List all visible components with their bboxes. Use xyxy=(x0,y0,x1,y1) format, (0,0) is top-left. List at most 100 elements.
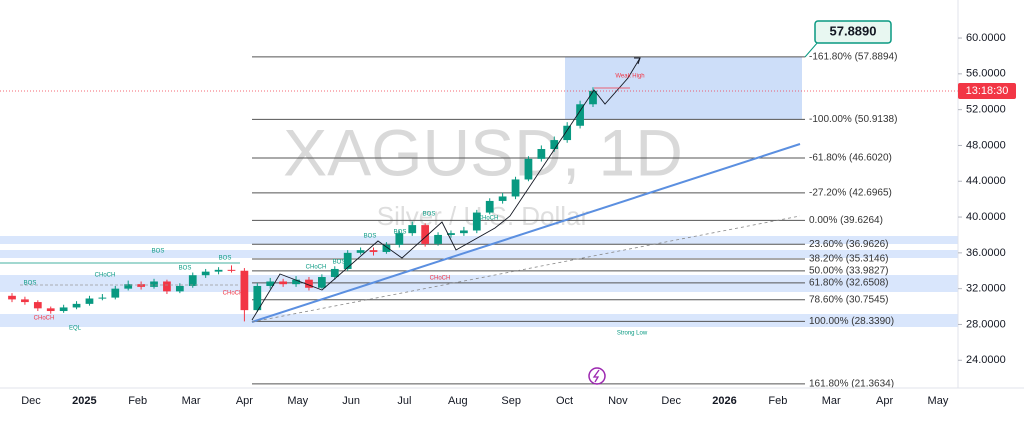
fib-label: 78.60% (30.7545) xyxy=(809,294,889,305)
event-icon-bolt xyxy=(592,369,600,383)
fib-label: 50.00% (33.9827) xyxy=(809,266,889,277)
candle-body xyxy=(163,281,171,292)
y-tick-label: 36.0000 xyxy=(966,247,1006,259)
annotation: CHoCH xyxy=(430,276,451,282)
x-tick-label: Dec xyxy=(661,395,681,407)
candle-body xyxy=(369,250,378,252)
candle-body xyxy=(460,230,468,234)
x-tick-label: Apr xyxy=(236,395,253,407)
fib-levels: -161.80% (57.8894) -100.00% (50.9138) -61.… xyxy=(252,52,897,389)
countdown-badge xyxy=(958,83,1016,99)
candle-body xyxy=(408,225,417,234)
candle-body xyxy=(537,149,546,159)
annotation: Strong Low xyxy=(617,331,648,337)
candle-body xyxy=(188,275,197,286)
fib-label: -100.00% (50.9138) xyxy=(809,114,897,125)
x-tick-label: Jul xyxy=(397,395,411,407)
candle-body xyxy=(343,252,352,269)
x-tick-label: Mar xyxy=(822,395,841,407)
candle-body xyxy=(214,269,223,272)
candle-body xyxy=(59,307,68,312)
x-tick-label: Feb xyxy=(128,395,147,407)
candle-body xyxy=(382,244,391,252)
candle-body xyxy=(240,270,249,311)
y-tick-label: 48.0000 xyxy=(966,139,1006,151)
candles xyxy=(8,87,597,322)
annotation: BOS xyxy=(394,230,407,236)
fib-label: 23.60% (36.9626) xyxy=(809,239,889,250)
fib-label: -161.80% (57.8894) xyxy=(809,52,897,63)
annotation: CHoCH xyxy=(34,316,55,322)
candle-body xyxy=(317,277,326,288)
zone-band xyxy=(0,314,958,327)
candle-body xyxy=(524,158,533,180)
arrow-head xyxy=(634,57,641,65)
candle-body xyxy=(111,288,120,298)
fib-label: 161.80% (21.3634) xyxy=(809,378,894,389)
x-tick-label: Jun xyxy=(342,395,360,407)
x-tick-label: Aug xyxy=(448,395,468,407)
x-tick-label: Dec xyxy=(21,395,41,407)
candle-body xyxy=(447,233,455,235)
annotation: CHoCH xyxy=(95,273,116,279)
countdown: 13:18:30 xyxy=(966,85,1009,97)
zones xyxy=(0,57,958,327)
candle-body xyxy=(33,302,42,309)
candle-body xyxy=(576,104,584,126)
candle-body xyxy=(253,285,262,311)
zone-band xyxy=(0,250,958,258)
annotations: BOS BOS CHoCH CHoCH EQL BOS BOS CHoCH BO… xyxy=(24,74,648,337)
annotation: CHoCH xyxy=(478,216,499,222)
x-tick-label: 2026 xyxy=(712,395,736,407)
candle-body xyxy=(550,140,559,150)
y-axis-labels: 24.0000 28.0000 32.0000 36.0000 40.0000 44.00… xyxy=(958,32,1006,366)
fib-label: 100.00% (28.3390) xyxy=(809,316,894,327)
candle-body xyxy=(589,90,597,105)
candle-body xyxy=(98,297,107,299)
y-tick-label: 32.0000 xyxy=(966,283,1006,295)
annotation: EQL xyxy=(69,326,82,332)
y-tick-label: 60.0000 xyxy=(966,32,1006,44)
candle-body xyxy=(472,212,481,231)
candle-body xyxy=(46,308,55,312)
x-tick-label: Mar xyxy=(182,395,201,407)
x-axis-labels: Dec 2025 Feb Mar Apr May Jun Jul Aug Sep Oct Nov Dec… xyxy=(21,395,949,407)
annotation: BOS xyxy=(179,266,192,272)
candle-body xyxy=(279,281,288,285)
y-tick-label: 28.0000 xyxy=(966,318,1006,330)
candle-body xyxy=(292,279,300,285)
y-tick-label: 52.0000 xyxy=(966,104,1006,116)
callout-box xyxy=(814,20,892,44)
trendline xyxy=(251,143,801,323)
x-tick-label: Nov xyxy=(608,395,628,407)
candle-body xyxy=(201,271,210,276)
candle-body xyxy=(137,284,145,287)
y-tick-label: 40.0000 xyxy=(966,211,1006,223)
candle-body xyxy=(434,234,442,244)
candle-body xyxy=(227,269,236,271)
x-tick-label: May xyxy=(928,395,949,407)
drawings xyxy=(0,57,958,323)
candle-body xyxy=(124,284,133,289)
annotation: BOS xyxy=(219,256,232,262)
candle-body xyxy=(421,225,430,244)
annotation: CHoCH xyxy=(306,265,327,271)
callout-pointer xyxy=(804,41,819,58)
annotation: Weak High xyxy=(615,74,644,80)
y-tick-label: 44.0000 xyxy=(966,175,1006,187)
x-tick-label: 2025 xyxy=(72,395,96,407)
candle-body xyxy=(8,295,16,300)
annotation: BOS xyxy=(24,281,37,287)
candle-body xyxy=(498,196,507,201)
candle-body xyxy=(511,179,520,197)
x-tick-label: May xyxy=(287,395,308,407)
x-tick-label: Oct xyxy=(556,395,573,407)
fib-label: -61.80% (46.6020) xyxy=(809,153,892,164)
y-tick-label: 24.0000 xyxy=(966,354,1006,366)
candle-body xyxy=(395,233,404,245)
fib-label: 38.20% (35.3146) xyxy=(809,254,889,265)
zone-band xyxy=(0,275,958,292)
candle-body xyxy=(330,268,339,278)
candle-body xyxy=(356,250,365,253)
